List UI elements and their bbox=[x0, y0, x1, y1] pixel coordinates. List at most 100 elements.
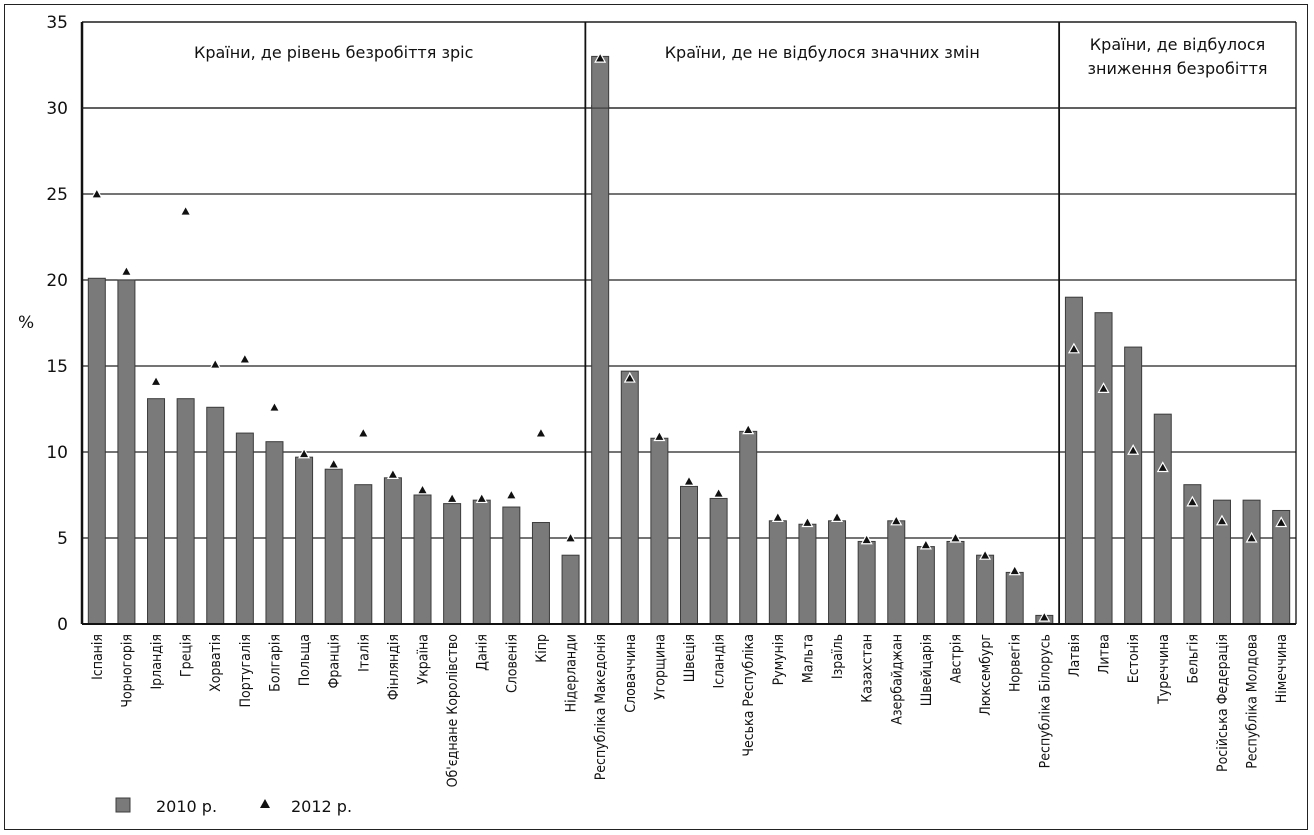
x-category-label: Болгарія bbox=[267, 634, 283, 692]
y-tick-label: 35 bbox=[46, 13, 68, 33]
marker-2012 bbox=[1008, 564, 1021, 576]
bar-2010 bbox=[561, 554, 580, 625]
x-category-label: Естонія bbox=[1126, 634, 1142, 683]
marker-2012 bbox=[771, 511, 784, 522]
marker-2012 bbox=[534, 426, 547, 438]
x-category-label: Португалія bbox=[238, 634, 254, 707]
bar-2010 bbox=[147, 398, 166, 625]
x-category-labels: Іспанія Чорногорія Ірландія Греція Хорватія П… bbox=[90, 634, 1290, 788]
x-category-label: Кіпр bbox=[534, 634, 550, 663]
marker-2012 bbox=[386, 468, 399, 479]
bar-2010 bbox=[87, 277, 106, 625]
marker-2012 bbox=[238, 352, 251, 364]
bar-2010 bbox=[1124, 346, 1143, 625]
y-tick-label: 5 bbox=[57, 529, 68, 549]
group-panel bbox=[586, 23, 1058, 105]
x-category-label: Чеська Республіка bbox=[741, 634, 757, 757]
bar-2010 bbox=[176, 398, 195, 625]
bar-2010 bbox=[235, 432, 254, 625]
axes bbox=[80, 21, 1297, 625]
marker-2012 bbox=[712, 487, 725, 498]
marker-2012 bbox=[505, 488, 518, 500]
marker-2012 bbox=[1097, 382, 1110, 393]
x-category-label: Норвегія bbox=[1008, 634, 1024, 692]
bar-2010 bbox=[502, 506, 521, 625]
marker-2012 bbox=[742, 423, 755, 435]
x-category-label: Румунія bbox=[771, 634, 787, 685]
marker-2012 bbox=[475, 492, 488, 504]
marker-2012 bbox=[979, 548, 992, 560]
marker-2012 bbox=[268, 401, 281, 412]
marker-2012 bbox=[1038, 610, 1051, 622]
x-category-label: Угорщина bbox=[652, 634, 668, 700]
marker-2012 bbox=[209, 358, 222, 369]
group-title: Країни, де не відбулося значних змін bbox=[665, 43, 980, 62]
bar-2010 bbox=[472, 499, 491, 625]
marker-2012 bbox=[623, 371, 636, 383]
x-category-label: Ізраїль bbox=[830, 634, 846, 679]
group-panel bbox=[83, 23, 584, 105]
bar-2010 bbox=[591, 55, 610, 109]
x-category-label: Ісландія bbox=[712, 634, 728, 688]
marker-2012 bbox=[1275, 516, 1288, 528]
x-category-label: Хорватія bbox=[208, 634, 224, 692]
group-panel bbox=[1060, 23, 1295, 105]
marker-2012 bbox=[1067, 342, 1080, 354]
x-category-label: Польща bbox=[297, 634, 313, 686]
bar-2010 bbox=[798, 523, 817, 625]
bar-2010 bbox=[206, 406, 225, 625]
bar-2010 bbox=[324, 468, 343, 625]
x-category-label: Італія bbox=[356, 634, 372, 672]
legend-label-2010: 2010 р. bbox=[156, 797, 217, 816]
marker-2012 bbox=[919, 538, 932, 550]
marker-2012 bbox=[357, 426, 370, 438]
bar-2010 bbox=[295, 456, 314, 625]
bar-2010 bbox=[383, 477, 402, 625]
y-axis-label: % bbox=[18, 313, 34, 333]
x-category-label: Азербайджан bbox=[889, 634, 905, 725]
marker-2012 bbox=[1186, 495, 1199, 507]
markers-2012 bbox=[90, 51, 1288, 622]
bar-2010 bbox=[443, 503, 462, 625]
x-category-label: Словаччина bbox=[623, 634, 639, 713]
x-category-label: Австрія bbox=[948, 634, 964, 683]
bar-2010 bbox=[1242, 499, 1261, 625]
bar-2010 bbox=[413, 494, 432, 625]
bar-2010 bbox=[591, 55, 610, 625]
marker-2012 bbox=[150, 375, 163, 387]
bar-2010 bbox=[265, 441, 284, 625]
bars-2010 bbox=[87, 55, 1291, 625]
x-category-label: Фінляндія bbox=[386, 634, 402, 700]
y-tick-label: 25 bbox=[46, 185, 68, 205]
bar-2010 bbox=[620, 370, 639, 625]
marker-2012 bbox=[120, 265, 133, 276]
marker-2012 bbox=[90, 187, 103, 199]
marker-2012 bbox=[682, 475, 696, 486]
bar-2010 bbox=[1153, 413, 1172, 625]
marker-2012 bbox=[564, 531, 577, 543]
y-tick-labels: 0 5 10 15 20 25 30 35 bbox=[46, 13, 68, 635]
bar-2010 bbox=[709, 497, 728, 625]
x-category-label: Греція bbox=[179, 634, 195, 677]
y-tick-label: 10 bbox=[46, 443, 68, 463]
marker-2012 bbox=[831, 511, 844, 522]
bar-2010 bbox=[117, 279, 136, 625]
marker-2012 bbox=[1245, 531, 1258, 543]
legend: 2010 р. 2012 р. bbox=[115, 797, 352, 816]
x-category-label: Словенія bbox=[504, 634, 520, 693]
x-category-label: Швейцарія bbox=[919, 634, 935, 706]
x-category-label: Республіка Білорусь bbox=[1037, 634, 1053, 768]
x-category-label: Республіка Молдова bbox=[1245, 634, 1261, 769]
marker-2012 bbox=[446, 492, 459, 504]
marker-2012 bbox=[327, 457, 340, 469]
bar-2010 bbox=[1272, 509, 1291, 625]
marker-2012 bbox=[653, 430, 666, 442]
y-tick-label: 30 bbox=[46, 99, 68, 119]
x-category-label: Німеччина bbox=[1274, 634, 1290, 703]
y-tick-label: 20 bbox=[46, 271, 68, 291]
marker-2012 bbox=[594, 51, 607, 63]
bar-2010 bbox=[946, 540, 965, 625]
bar-2010 bbox=[768, 520, 787, 625]
legend-label-2012: 2012 р. bbox=[291, 797, 352, 816]
bar-2010 bbox=[916, 546, 935, 625]
